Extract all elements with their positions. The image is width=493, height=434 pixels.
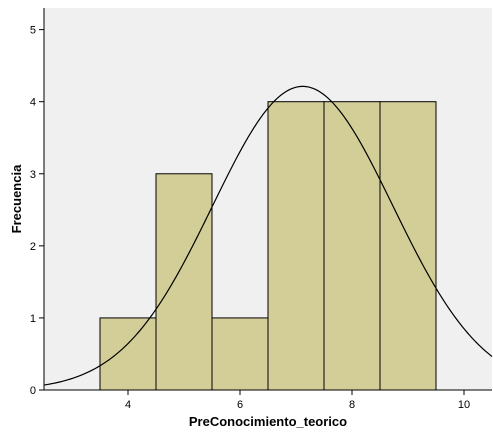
normal-curve: [43, 85, 493, 386]
y-tick-label: 3: [30, 169, 36, 181]
histogram-bar-1: [99, 317, 157, 391]
x-tick-label: 4: [125, 399, 131, 411]
y-axis-title: Frecuencia: [9, 164, 24, 233]
histogram-bars: [99, 101, 437, 391]
y-tick-label: 4: [30, 97, 36, 109]
histogram-bar-5: [323, 101, 381, 391]
y-tick-label: 2: [30, 241, 36, 253]
axes: 0 1 2 3 4 5 4 6 8 10: [30, 8, 492, 411]
x-axis-title: PreConocimiento_teorico: [189, 414, 347, 429]
histogram-bar-2: [155, 173, 213, 391]
x-tick-label: 6: [237, 399, 243, 411]
x-tick-label: 10: [458, 399, 470, 411]
x-tick-label: 8: [349, 399, 355, 411]
histogram-bar-3: [211, 317, 269, 391]
histogram-bar-6: [379, 101, 437, 391]
y-tick-label: 1: [30, 313, 36, 325]
histogram-bar-4: [267, 101, 325, 391]
y-tick-label: 0: [30, 385, 36, 397]
y-tick-label: 5: [30, 25, 36, 37]
